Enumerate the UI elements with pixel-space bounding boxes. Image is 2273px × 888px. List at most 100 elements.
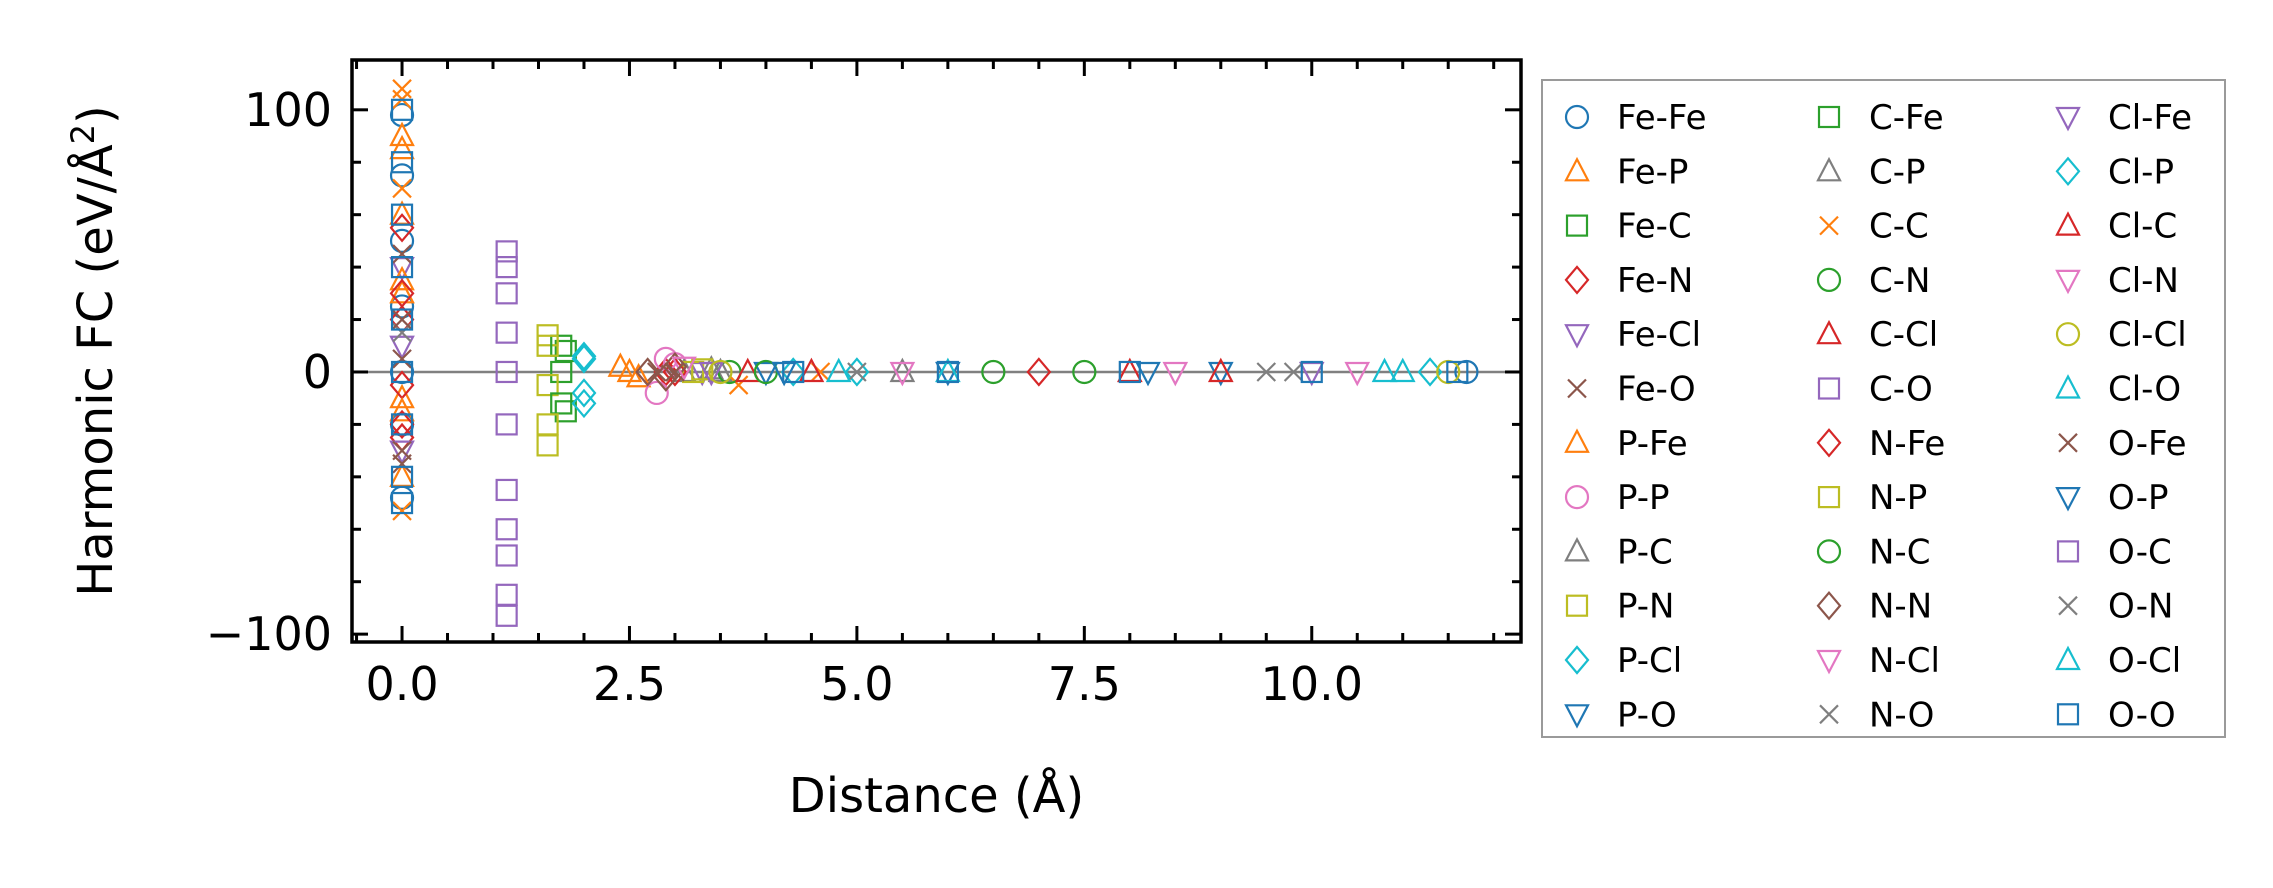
legend-marker <box>1816 649 1842 675</box>
legend-marker <box>2055 106 2081 132</box>
legend-item: N-C <box>1816 532 1930 572</box>
point-cl-cl <box>708 359 733 385</box>
series-o-n <box>847 362 1304 382</box>
legend-label: O-P <box>2108 478 2168 518</box>
data-marks <box>352 79 1521 627</box>
point-o-cl <box>825 357 852 383</box>
legend-label: N-C <box>1869 532 1930 572</box>
point-c-p <box>889 357 916 383</box>
point-fe-p <box>389 278 415 304</box>
legend-item: Fe-C <box>1565 207 1692 247</box>
legend-item: Fe-N <box>1564 261 1693 301</box>
point-fe-fe <box>389 228 415 253</box>
point-c-c <box>392 501 412 521</box>
series-n-p <box>536 334 714 436</box>
legend-item: P-O <box>1564 695 1677 735</box>
legend-label: Cl-Cl <box>2108 315 2187 355</box>
series-c-fe <box>550 334 573 415</box>
legend-marker <box>1565 594 1589 617</box>
legend-item: N-Cl <box>1816 641 1940 681</box>
point-o-o <box>390 360 414 384</box>
point-n-fe <box>389 409 415 440</box>
point-p-n <box>536 373 559 397</box>
legend-marker <box>2055 645 2081 671</box>
legend-item: Fe-O <box>1567 370 1696 410</box>
point-p-fe <box>389 265 415 291</box>
legend-item: P-Fe <box>1564 424 1688 464</box>
legend-item: Cl-Fe <box>2055 98 2192 138</box>
legend-item: Cl-N <box>2055 261 2179 301</box>
point-o-c <box>495 256 518 279</box>
series-cl-c <box>798 357 1234 383</box>
legend-item: N-Fe <box>1816 424 1945 464</box>
legend-item: Cl-P <box>2055 152 2174 192</box>
x-axis-label: Distance (Å) <box>789 767 1084 824</box>
legend-item: C-O <box>1817 370 1933 410</box>
legend-marker <box>1819 704 1839 725</box>
legend-label: O-Cl <box>2108 641 2181 681</box>
point-n-cl <box>1162 361 1189 387</box>
legend-marker <box>2055 156 2081 187</box>
point-c-o <box>495 478 518 502</box>
legend-label: P-N <box>1617 587 1674 627</box>
axis-labels: Distance (Å) Harmonic FC (eV/Å2) <box>64 105 1084 824</box>
point-c-fe <box>550 334 573 357</box>
y-axis-label: Harmonic FC (eV/Å2) <box>64 105 124 597</box>
legend-label: P-P <box>1617 478 1670 518</box>
x-tick-label: 2.5 <box>593 657 666 711</box>
legend-label: P-O <box>1617 695 1677 735</box>
legend-marker <box>2056 540 2080 563</box>
x-tick-label: 5.0 <box>820 657 893 711</box>
series-c-p <box>707 357 916 383</box>
x-tick-label: 10.0 <box>1261 657 1363 711</box>
legend-item: N-O <box>1819 695 1934 735</box>
point-c-o <box>495 321 518 344</box>
point-o-p <box>1135 361 1161 387</box>
point-c-o <box>495 544 518 567</box>
point-o-n <box>847 362 867 382</box>
legend-box <box>1541 79 2226 738</box>
legend-label: Cl-C <box>2108 207 2177 247</box>
point-cl-c <box>1207 357 1234 383</box>
legend-item: Fe-P <box>1564 152 1688 192</box>
point-cl-p <box>571 341 597 371</box>
legend-marker <box>1564 324 1590 349</box>
point-o-o <box>390 413 414 436</box>
point-p-p <box>644 380 669 406</box>
series-o-c <box>495 256 518 606</box>
point-o-o <box>390 256 414 279</box>
legend-item: O-Fe <box>2058 424 2187 464</box>
legend-label: Fe-O <box>1617 370 1696 410</box>
series-cl-n <box>889 361 1371 387</box>
legend-marker <box>2055 211 2081 236</box>
point-c-o <box>495 413 518 436</box>
legend-marker <box>1564 704 1590 729</box>
legend-marker <box>1817 105 1841 129</box>
legend-label: Fe-P <box>1617 152 1688 192</box>
point-o-cl <box>1371 357 1398 383</box>
legend-label: C-P <box>1869 152 1926 192</box>
legend-label: C-N <box>1869 261 1930 301</box>
point-o-o <box>390 203 414 226</box>
legend-label: N-N <box>1869 587 1932 627</box>
legend-label: C-C <box>1869 207 1929 247</box>
point-o-o <box>1118 360 1141 384</box>
point-fe-cl <box>389 440 415 465</box>
legend-marker <box>1565 214 1589 237</box>
legend-marker <box>1564 537 1590 562</box>
series-o-o <box>390 98 1469 515</box>
legend: Fe-Fe Fe-P Fe-C Fe-N Fe-Cl Fe-O P-Fe P-P P-C P-N P… <box>1541 79 2226 738</box>
point-c-n <box>981 359 1006 385</box>
point-p-cl <box>571 344 597 374</box>
point-cl-p <box>844 357 870 387</box>
legend-marker <box>1564 428 1590 453</box>
point-fe-cl <box>389 335 415 361</box>
legend-marker <box>1564 645 1590 675</box>
point-p-fe <box>389 396 415 422</box>
legend-marker <box>2055 487 2081 512</box>
legend-label: Fe-N <box>1617 261 1693 301</box>
legend-label: Cl-Fe <box>2108 98 2192 138</box>
point-p-fe <box>389 134 415 160</box>
point-p-fe <box>616 357 643 383</box>
